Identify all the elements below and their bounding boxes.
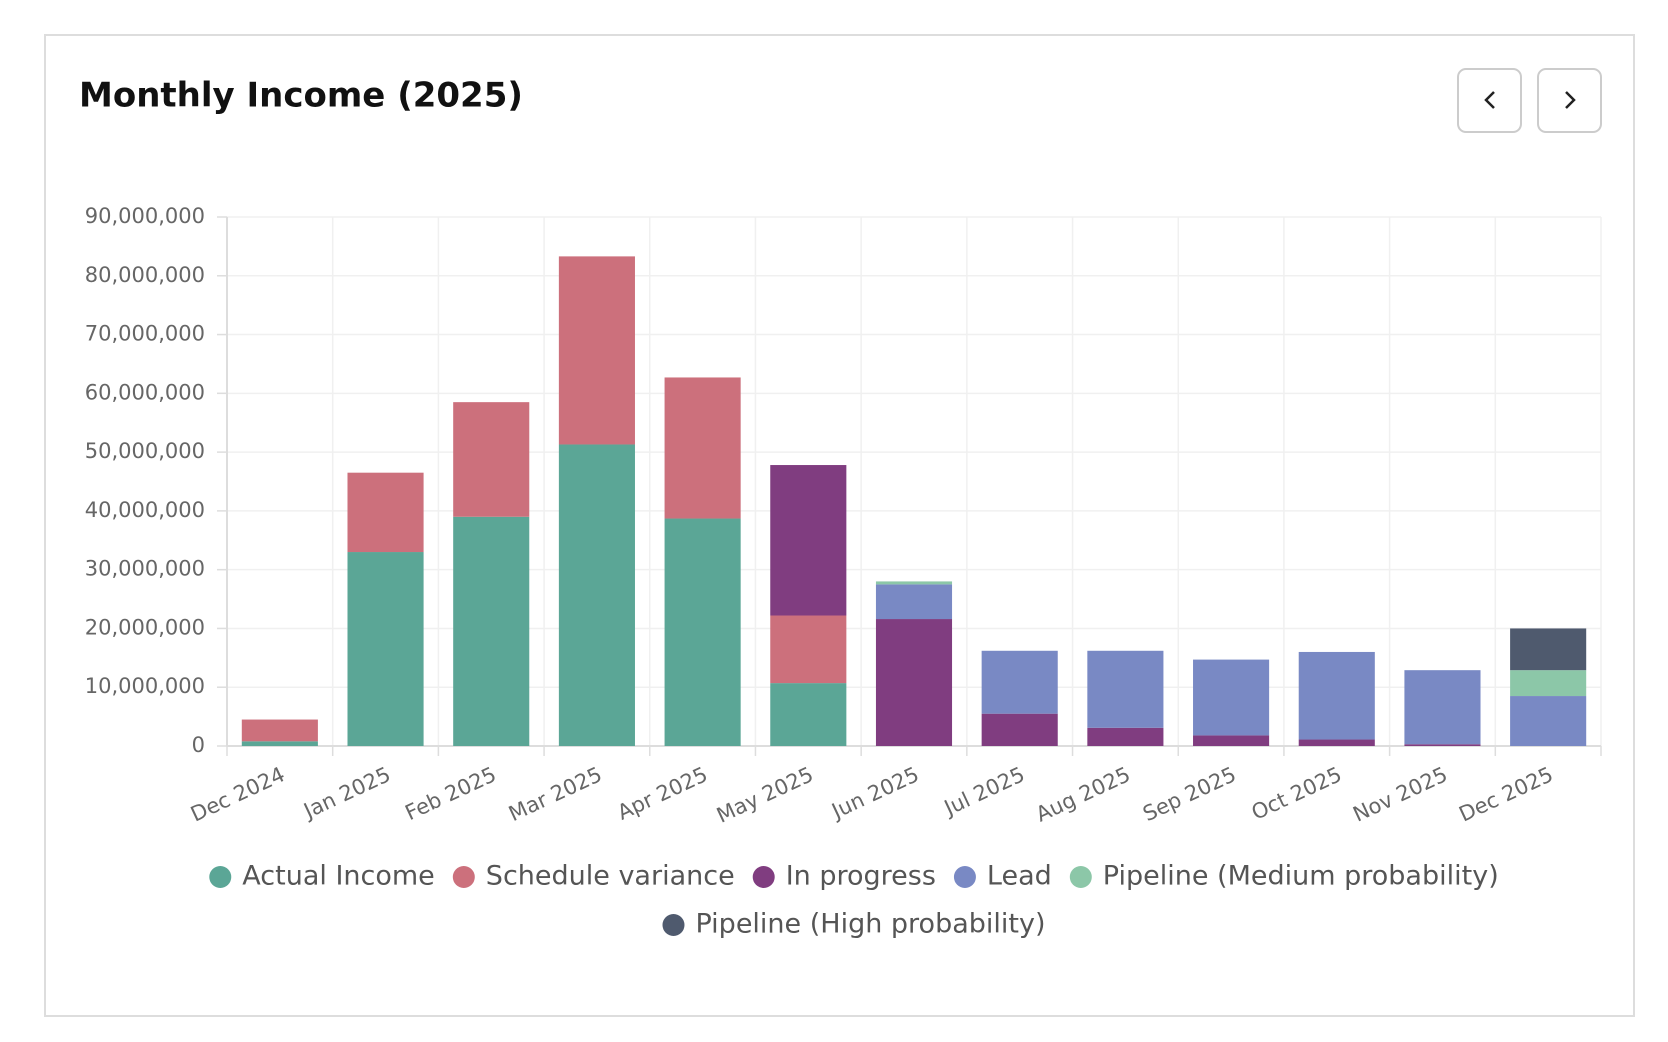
bar-segment [1404,744,1481,746]
bar-segment [1404,670,1481,745]
legend-swatch [752,866,775,888]
y-tick-label: 90,000,000 [85,204,205,228]
y-tick-label: 10,000,000 [85,674,205,698]
bar-segment [453,402,530,517]
legend-swatch [209,866,232,888]
y-tick-label: 40,000,000 [85,498,205,522]
prev-button[interactable] [1457,68,1522,133]
bar-segment [981,713,1058,746]
legend-label: Pipeline (High probability) [695,909,1045,940]
bar-segment [875,619,953,746]
bar-segment [453,516,530,746]
legend-item: Schedule variance [452,861,735,892]
y-tick-label: 80,000,000 [85,263,205,287]
bar-segment [875,584,953,620]
prev-button-box[interactable] [1457,68,1522,133]
y-tick-label: 30,000,000 [85,557,205,581]
legend-label: Lead [987,861,1052,892]
bar-segment [1298,739,1375,746]
y-tick-label: 70,000,000 [85,322,205,346]
bar-segment [1193,735,1270,746]
legend-swatch [662,914,685,936]
legend-label: Schedule variance [486,861,735,892]
bar-segment [664,518,741,746]
bar-segment [1087,650,1164,728]
bar-segment [770,683,847,746]
bar-segment [1087,727,1164,746]
legend-item: Actual Income [209,861,435,892]
legend-item: Lead [953,861,1052,892]
y-tick-label: 50,000,000 [85,439,205,463]
bar-segment [981,650,1058,714]
bar-segment [347,472,424,553]
bar-segment [558,444,635,746]
next-button[interactable] [1537,68,1602,133]
chevron-right[interactable] [1565,91,1576,109]
legend-swatch [452,866,475,888]
legend-swatch [1069,866,1092,888]
chart-title: Monthly Income (2025) [79,76,523,116]
bar-segment [664,377,741,519]
legend-item: In progress [752,861,936,892]
bar-segment [1510,696,1587,746]
legend-item: Pipeline (High probability) [662,909,1046,940]
bar-segment [241,719,318,742]
legend-swatch [953,866,976,888]
bar-segment [1510,670,1587,697]
bar-segment [558,256,635,445]
y-tick-label: 20,000,000 [85,615,205,639]
bar-segment [1510,628,1587,671]
y-tick-label: 60,000,000 [85,380,205,404]
bar-segment [241,741,318,746]
legend-item: Pipeline (Medium probability) [1069,861,1499,892]
next-button-box[interactable] [1537,68,1602,133]
legend-label: Actual Income [242,861,435,892]
bar-segment [770,615,847,684]
legend-label: Pipeline (Medium probability) [1103,861,1499,892]
bar-segment [875,581,953,585]
bar-segment [1193,659,1270,736]
legend-label: In progress [786,861,936,892]
bar-segment [1298,651,1375,740]
bar-segment [770,465,847,616]
y-tick-label: 0 [192,733,205,757]
bar-segment [347,552,424,746]
chevron-left[interactable] [1484,91,1495,109]
